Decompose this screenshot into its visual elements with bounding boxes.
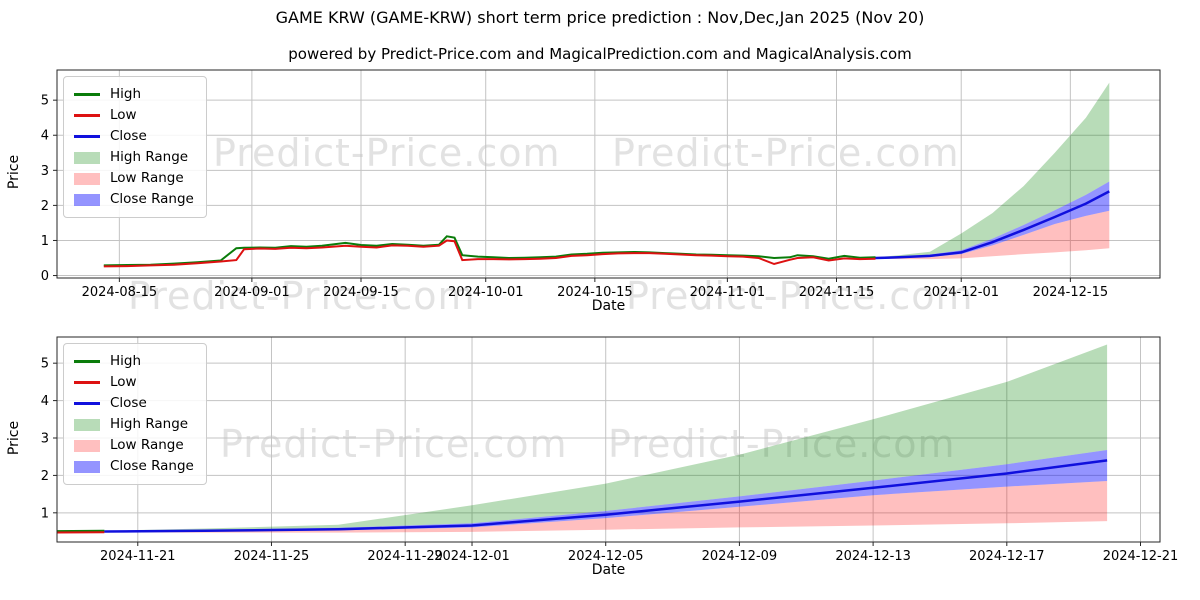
- x-tick-label: 2024-08-15: [82, 285, 158, 300]
- high-range-area: [875, 82, 1110, 258]
- legend-item-low: Low: [74, 105, 194, 126]
- watermark-text: Predict-Price.com: [626, 274, 974, 318]
- bottom-x-axis-label: Date: [591, 562, 626, 578]
- x-tick-label: 2024-09-01: [214, 285, 290, 300]
- legend-item-high: High: [74, 84, 194, 105]
- high-line: [103, 235, 876, 267]
- legend-label: High: [110, 353, 142, 369]
- chart-subtitle: powered by Predict-Price.com and Magical…: [288, 45, 912, 63]
- low-line: [57, 531, 105, 534]
- legend-label: High: [110, 86, 142, 102]
- watermark-text: Predict-Price.com: [612, 131, 960, 175]
- low-line: [103, 239, 876, 268]
- low-range-area: [104, 481, 1108, 533]
- close-line: [104, 459, 1108, 533]
- x-tick-label: 2024-12-01: [923, 285, 999, 300]
- x-tick-label: 2024-10-15: [557, 285, 633, 300]
- x-tick-label: 2024-09-15: [323, 285, 399, 300]
- x-tick-label: 2024-11-15: [799, 285, 875, 300]
- y-tick-label: 4: [41, 129, 49, 144]
- close-range-swatch: [74, 460, 100, 473]
- watermark-text: Predict-Price.com: [213, 131, 561, 175]
- close-swatch: [74, 402, 100, 405]
- axes-border: [56, 69, 1161, 279]
- low-swatch: [74, 114, 100, 117]
- legend-label: Close Range: [110, 191, 194, 207]
- high-swatch: [74, 360, 100, 363]
- top-plot-area: [103, 82, 1110, 268]
- legend-item-high-range: High Range: [74, 147, 194, 168]
- legend-item-close-range: Close Range: [74, 189, 194, 210]
- x-tick-label: 2024-11-29: [367, 549, 443, 564]
- legend-label: Close: [110, 395, 147, 411]
- legend-item-low-range: Low Range: [74, 435, 194, 456]
- legend-item-low-range: Low Range: [74, 168, 194, 189]
- y-tick-label: 4: [41, 394, 49, 409]
- low-range-area: [875, 210, 1110, 260]
- x-tick-label: 2024-12-17: [969, 549, 1045, 564]
- chart-title: GAME KRW (GAME-KRW) short term price pre…: [275, 8, 925, 27]
- y-tick-label: 2: [41, 469, 49, 484]
- legend-label: Low: [110, 107, 137, 123]
- legend-item-close-range: Close Range: [74, 456, 194, 477]
- high-range-swatch: [74, 418, 100, 431]
- x-tick-label: 2024-11-25: [234, 549, 310, 564]
- legend-item-high: High: [74, 351, 194, 372]
- y-tick-label: 0: [41, 269, 49, 284]
- y-tick-label: 3: [41, 164, 49, 179]
- y-tick-label: 1: [41, 234, 49, 249]
- legend-item-high-range: High Range: [74, 414, 194, 435]
- y-tick-label: 3: [41, 432, 49, 447]
- legend-item-close: Close: [74, 393, 194, 414]
- x-tick-label: 2024-12-21: [1103, 549, 1179, 564]
- legend-item-low: Low: [74, 372, 194, 393]
- legend-item-close: Close: [74, 126, 194, 147]
- close-line: [875, 190, 1110, 260]
- legend-label: Close Range: [110, 458, 194, 474]
- legend-label: High Range: [110, 149, 189, 165]
- close-swatch: [74, 135, 100, 138]
- y-tick-label: 2: [41, 199, 49, 214]
- close-range-swatch: [74, 193, 100, 206]
- axes-border: [56, 336, 1161, 543]
- watermark-text: Predict-Price.com: [128, 274, 476, 318]
- top-chart-legend: High Low Close High Range Low Range Close Ran…: [63, 76, 207, 218]
- top-chart: 2024-08-15 2024-09-01 2024-09-15 2024-10-01…: [41, 69, 1161, 300]
- legend-label: Low Range: [110, 170, 184, 186]
- low-swatch: [74, 381, 100, 384]
- x-tick-label: 2024-12-15: [1033, 285, 1109, 300]
- watermark-text: Predict-Price.com: [608, 422, 956, 466]
- y-tick-label: 5: [41, 94, 49, 109]
- y-tick-label: 1: [41, 506, 49, 521]
- bottom-plot-area: [57, 344, 1108, 534]
- x-tick-label: 2024-12-09: [702, 549, 778, 564]
- legend-label: Low Range: [110, 437, 184, 453]
- x-tick-label: 2024-11-01: [690, 285, 766, 300]
- top-y-axis-label: Price: [6, 154, 22, 190]
- watermark-text: Predict-Price.com: [220, 422, 568, 466]
- top-x-axis-label: Date: [591, 298, 626, 314]
- bottom-chart: 2024-11-21 2024-11-25 2024-11-292024-12-01…: [41, 336, 1179, 564]
- x-tick-label: 2024-11-21: [100, 549, 176, 564]
- x-tick-label: 2024-12-05: [568, 549, 644, 564]
- x-tick-label: 2024-12-13: [835, 549, 911, 564]
- low-range-swatch: [74, 439, 100, 452]
- low-range-swatch: [74, 172, 100, 185]
- high-range-swatch: [74, 151, 100, 164]
- x-tick-label: 2024-12-01: [434, 549, 510, 564]
- high-swatch: [74, 93, 100, 96]
- legend-label: Low: [110, 374, 137, 390]
- y-tick-label: 5: [41, 357, 49, 372]
- legend-label: Close: [110, 128, 147, 144]
- legend-label: High Range: [110, 416, 189, 432]
- x-tick-label: 2024-10-01: [448, 285, 524, 300]
- bottom-y-axis-label: Price: [6, 420, 22, 456]
- high-range-area: [104, 344, 1108, 532]
- bottom-chart-legend: High Low Close High Range Low Range Close Ran…: [63, 343, 207, 485]
